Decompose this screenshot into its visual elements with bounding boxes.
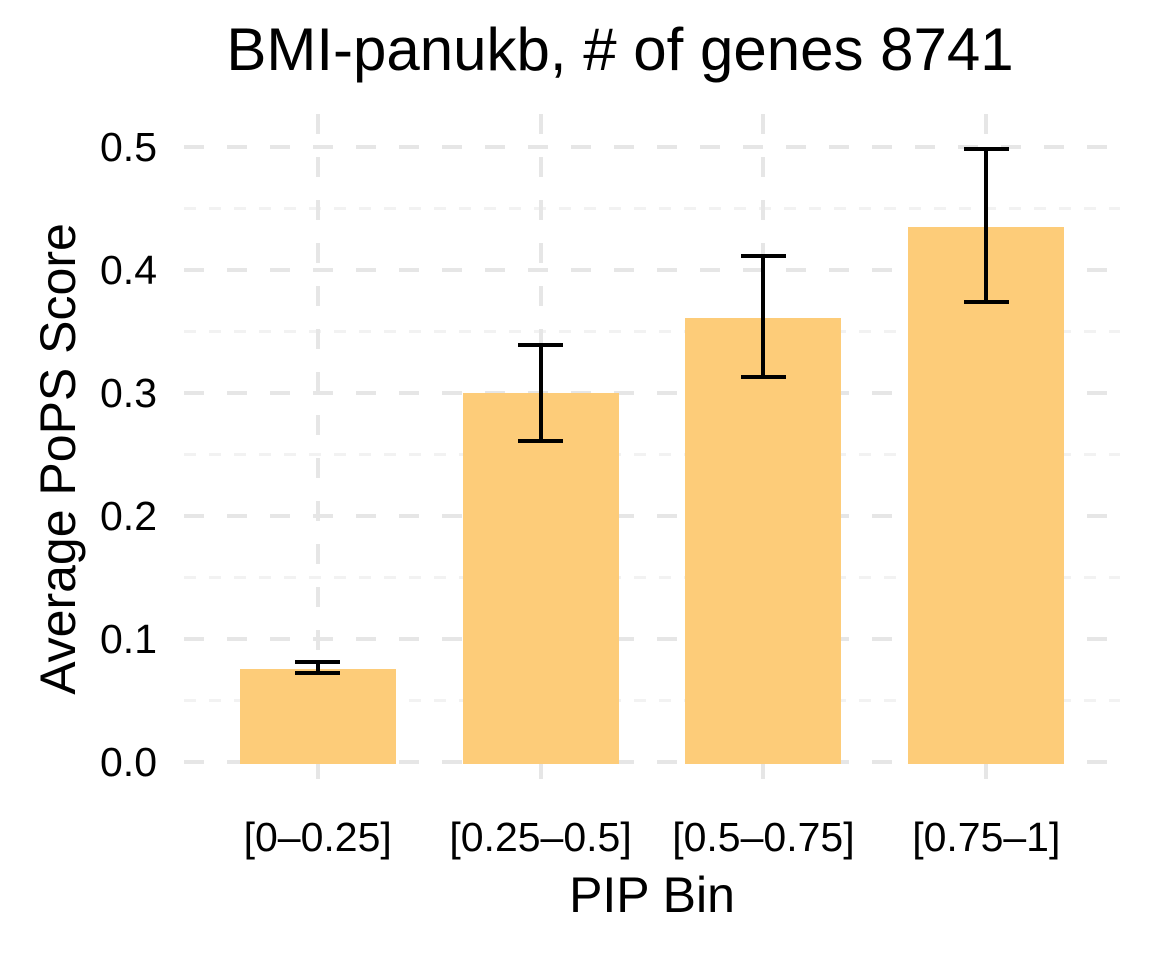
gridline-major-horizontal bbox=[184, 391, 1120, 395]
x-axis-title: PIP Bin bbox=[569, 867, 735, 923]
error-bar-stem bbox=[315, 662, 320, 674]
gridline-minor-horizontal bbox=[184, 207, 1120, 210]
error-bar-cap-top bbox=[295, 660, 341, 665]
error-bar-stem bbox=[538, 345, 543, 441]
gridline-major-horizontal bbox=[184, 268, 1120, 272]
y-tick-label: 0.3 bbox=[100, 370, 157, 416]
gridline-major-horizontal bbox=[184, 637, 1120, 641]
gridline-minor-horizontal bbox=[184, 453, 1120, 456]
error-bar-cap-top bbox=[740, 254, 786, 259]
error-bar-cap-top bbox=[518, 343, 564, 348]
y-tick-label: 0.5 bbox=[100, 124, 157, 170]
gridline-minor-horizontal bbox=[184, 576, 1120, 579]
gridline-major-horizontal bbox=[184, 145, 1120, 149]
y-tick-label: 0.0 bbox=[100, 739, 157, 785]
chart-title: BMI-panukb, # of genes 8741 bbox=[226, 16, 1014, 83]
bar-[0.75–1] bbox=[908, 226, 1065, 764]
x-tick-label: [0.5–0.75] bbox=[672, 814, 855, 860]
error-bar-cap-bottom bbox=[518, 438, 564, 443]
gridline-major-horizontal bbox=[184, 514, 1120, 518]
y-tick-label: 0.4 bbox=[100, 247, 157, 293]
gridline-minor-horizontal bbox=[184, 699, 1120, 702]
error-bar-cap-bottom bbox=[963, 299, 1009, 304]
error-bar-stem bbox=[761, 256, 766, 377]
plot-panel bbox=[184, 114, 1120, 795]
y-tick-label: 0.2 bbox=[100, 493, 157, 539]
x-tick-label: [0–0.25] bbox=[243, 814, 392, 860]
x-tick-label: [0.75–1] bbox=[912, 814, 1061, 860]
x-tick-label: [0.25–0.5] bbox=[449, 814, 632, 860]
error-bar-cap-top bbox=[963, 147, 1009, 152]
gridline-minor-horizontal bbox=[184, 330, 1120, 333]
error-bar-stem bbox=[984, 149, 989, 302]
bar-[0.5–0.75] bbox=[685, 317, 842, 764]
gridline-vertical bbox=[315, 114, 320, 795]
y-tick-label: 0.1 bbox=[100, 616, 157, 662]
bar-[0–0.25] bbox=[239, 668, 396, 764]
error-bar-cap-bottom bbox=[740, 375, 786, 379]
gridline-major-horizontal bbox=[184, 760, 1120, 764]
error-bar-cap-bottom bbox=[295, 671, 341, 676]
bar-[0.25–0.5] bbox=[462, 393, 619, 764]
